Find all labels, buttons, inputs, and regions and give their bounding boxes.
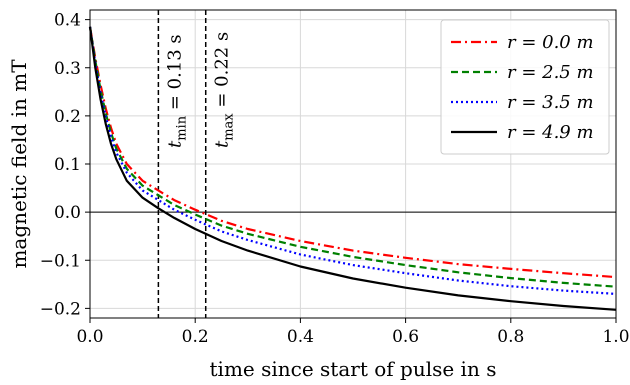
series-line-3 xyxy=(88,26,617,311)
vline-label-min: tmin = 0.13 s xyxy=(164,34,189,148)
vertical-markers: tmin = 0.13 s tmax = 0.22 s xyxy=(157,10,237,318)
y-tick-label: 0.2 xyxy=(54,107,81,127)
legend-label-1: r = 2.5 m xyxy=(507,62,594,83)
series-lines xyxy=(88,26,617,311)
x-tick-label: 1.0 xyxy=(602,327,629,347)
y-tick-label: −0.1 xyxy=(40,251,81,271)
x-tick-label: 0.8 xyxy=(497,327,524,347)
legend-label-3: r = 4.9 m xyxy=(507,122,594,143)
legend-label-2: r = 3.5 m xyxy=(507,92,594,113)
legend: r = 0.0 m r = 2.5 m r = 3.5 m r = 4.9 m xyxy=(440,19,610,155)
legend-box xyxy=(440,19,610,155)
series-line-0 xyxy=(88,26,617,279)
y-tick-label: −0.2 xyxy=(40,299,81,319)
x-tick-label: 0.6 xyxy=(392,327,419,347)
y-axis-ticks: −0.2 −0.1 0.0 0.1 0.2 0.3 0.4 xyxy=(40,11,90,319)
x-tick-label: 0.4 xyxy=(287,327,314,347)
y-axis-label: magnetic field in mT xyxy=(7,59,31,269)
x-axis-label: time since start of pulse in s xyxy=(210,357,497,381)
y-tick-label: 0.3 xyxy=(54,59,81,79)
y-tick-label: 0.4 xyxy=(54,11,81,31)
y-tick-label: 0.0 xyxy=(54,203,81,223)
legend-label-0: r = 0.0 m xyxy=(507,32,594,53)
x-axis-ticks: 0.0 0.2 0.4 0.6 0.8 1.0 xyxy=(76,318,630,347)
y-tick-label: 0.1 xyxy=(54,155,81,175)
vline-label-max: tmax = 0.22 s xyxy=(212,32,237,148)
x-tick-label: 0.2 xyxy=(182,327,209,347)
x-tick-label: 0.0 xyxy=(76,327,103,347)
